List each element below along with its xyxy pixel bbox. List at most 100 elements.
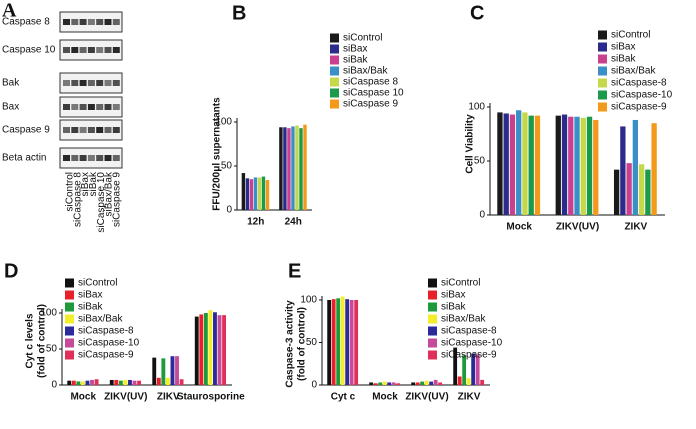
blot-band [79,127,87,133]
bar [132,380,137,385]
bar [457,376,462,385]
blot-band [96,127,104,133]
blot-band [63,80,70,86]
legend-swatch [65,314,74,324]
x-tick-label: ZIKV [157,392,180,403]
blot-band [87,155,95,161]
bar [175,356,179,385]
legend-label: siCaspase-9 [78,350,134,361]
x-tick-label: Mock [372,392,398,403]
bar [438,382,443,385]
bar [340,296,345,385]
bar [194,316,199,385]
legend-label: siBax [611,42,635,53]
bar [295,125,299,210]
bar [67,380,72,385]
bar [203,313,208,385]
blot-band [71,104,79,110]
bar [165,377,170,385]
bar [137,380,142,385]
legend-label: siBax [441,290,465,301]
blot-band [79,80,87,86]
bar [534,115,541,215]
legend-label: siControl [611,30,650,41]
blot-band [87,104,95,110]
bar [593,119,599,215]
bar [378,382,383,385]
bar [94,379,99,385]
legend-swatch [65,350,74,360]
row-label: Caspase 10 [2,45,56,56]
blot-band [112,19,120,25]
blot-band [71,19,79,25]
bar [71,380,76,385]
y-tick-label: 100 [40,308,57,319]
legend-swatch [65,302,74,312]
blot-band [63,104,70,110]
bar [555,115,561,215]
bar [152,357,157,385]
blot-band [104,127,112,133]
bar [471,353,476,385]
bar [645,169,651,215]
panel-label: D [4,260,18,282]
blot-band [63,127,70,133]
bar [349,300,354,385]
row-label: Caspase 8 [2,17,50,28]
blot-band [96,19,104,25]
bar [170,356,175,385]
blot-band [104,155,112,161]
bar [249,179,254,210]
legend-label: siCaspase-8 [78,326,134,337]
legend-label: siBax/Bak [611,66,656,77]
y-axis-label: (fold of control) [297,307,308,381]
bar [466,378,471,385]
bar [503,113,509,215]
bar [613,169,620,215]
legend-swatch [598,30,607,40]
legend-label: siCaspase-10 [441,338,503,349]
bar [561,114,568,215]
bar [265,180,270,210]
legend-label: siCaspase 8 [343,77,398,88]
legend-swatch [598,102,607,112]
blot-band [71,47,79,53]
legend-label: siControl [78,278,117,289]
bar [118,380,123,385]
bar [382,381,387,385]
bar [208,310,213,385]
x-tick-label: Mock [506,222,532,233]
blot-band [112,155,120,161]
bar [462,355,467,385]
bar [480,379,485,385]
blot-band [79,155,87,161]
legend-swatch [330,88,339,98]
bar [85,380,90,385]
bar [369,382,374,385]
legend-swatch [428,338,437,348]
blot-band [96,47,104,53]
bar [626,163,632,215]
y-tick-label: 0 [479,210,485,221]
legend-swatch [598,78,607,88]
legend-swatch [428,290,437,300]
legend-label: siCaspase-10 [78,338,140,349]
blot-band [104,80,112,86]
bar [279,127,283,210]
x-tick-label: 12h [247,217,264,228]
blot-band [71,155,79,161]
legend-label: siBak [78,302,103,313]
lane-label: siControl [65,172,76,211]
blot-band [71,127,79,133]
bar [391,382,396,385]
bar [217,315,222,385]
blot-band [112,80,120,86]
legend-label: siCaspase-8 [611,78,667,89]
legend-swatch [65,326,74,336]
y-axis-label: Caspase-3 activity [285,300,296,388]
bar [161,358,166,385]
legend-label: siControl [441,278,480,289]
legend-swatch [330,77,339,87]
bar [90,379,94,385]
y-axis-label: Cyt c levels [25,313,36,368]
